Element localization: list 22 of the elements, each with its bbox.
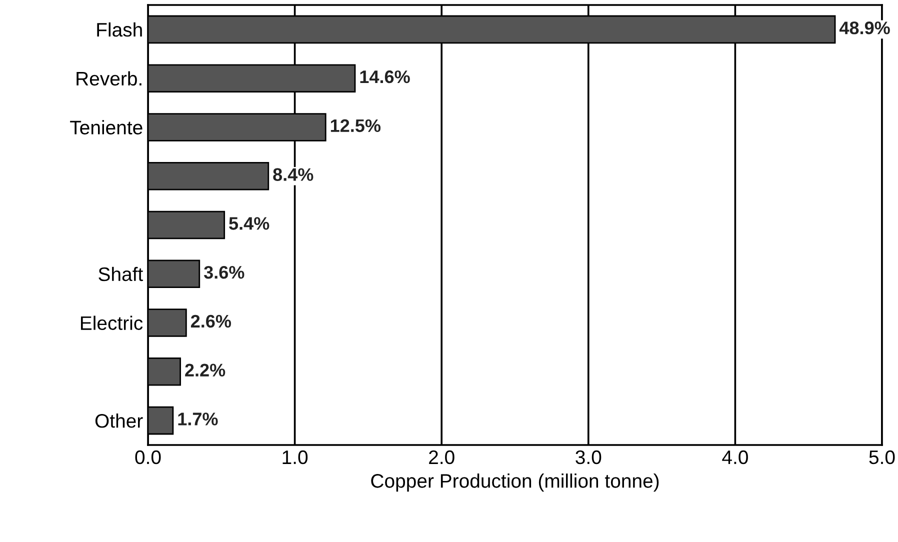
y-tick-label: Shaft xyxy=(98,266,143,282)
y-tick-label: Teniente xyxy=(70,120,142,134)
annotation: 48.9% xyxy=(839,22,890,34)
x-tick-label: 5.0 xyxy=(869,450,895,464)
y-tick-label: Other xyxy=(95,414,143,428)
annotation: 14.6% xyxy=(360,70,410,84)
annotation: 12.5% xyxy=(330,119,381,132)
y-tick-label: Electric xyxy=(80,316,143,330)
x-tick-label: 4.0 xyxy=(722,450,748,464)
x-axis-title: Copper Production (million tonne) xyxy=(371,474,659,492)
x-tick-label: 3.0 xyxy=(576,450,602,464)
annotation: 5.4% xyxy=(229,217,270,230)
annotation: 1.7% xyxy=(178,412,218,426)
x-tick-label: 1.0 xyxy=(282,450,308,464)
annotation: 2.6% xyxy=(190,314,232,328)
x-tick-label: 2.0 xyxy=(429,450,454,464)
annotation: 3.6% xyxy=(204,266,244,279)
annotation: 2.2% xyxy=(185,364,226,376)
annotation: 8.4% xyxy=(273,168,314,181)
x-tick-label: 0.0 xyxy=(135,450,161,464)
y-tick-label: Flash xyxy=(97,22,142,37)
y-tick-label: Reverb. xyxy=(76,71,142,86)
